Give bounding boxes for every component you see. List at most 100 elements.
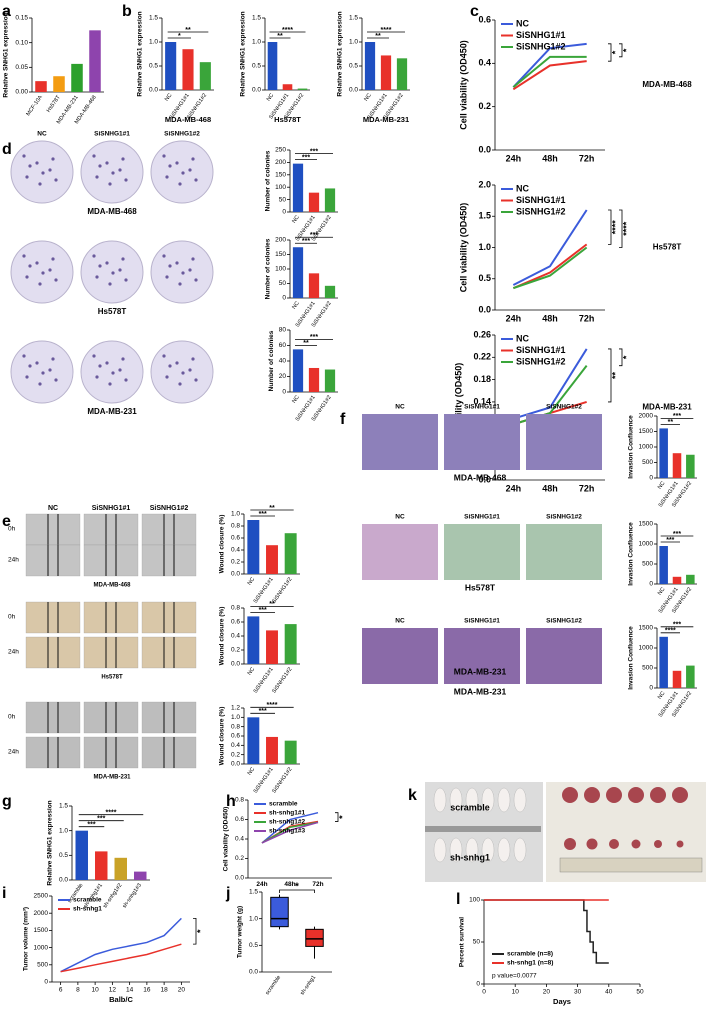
bar (89, 30, 101, 92)
x-tick-label: 48h (542, 153, 558, 163)
colony-dot (181, 171, 185, 175)
time-label: 24h (8, 649, 19, 656)
legend-label: SiSNHG1#1 (516, 195, 566, 205)
y-tick-label: 150 (275, 251, 286, 258)
y-tick-label: 1500 (639, 521, 654, 528)
y-tick-label: 60 (279, 342, 287, 349)
invasion-image (362, 414, 438, 470)
x-tick-label: 48h (284, 881, 295, 888)
line-series (261, 811, 319, 844)
invasion-image (444, 628, 520, 684)
y-tick-label: 0.0 (349, 87, 358, 94)
tumor (672, 787, 688, 803)
sig-bracket (619, 348, 623, 367)
y-tick-label: 0 (649, 685, 653, 692)
row-label: MDA-MB-468 (454, 472, 507, 482)
bar (266, 736, 278, 764)
colony-dot (118, 268, 122, 272)
y-tick-label: 500 (642, 459, 653, 466)
y-tick-label: 0.15 (15, 15, 28, 22)
mouse (497, 837, 511, 863)
row-label: Hs578T (101, 675, 123, 681)
row-label: Hs578T (98, 307, 127, 316)
bar (324, 285, 336, 298)
bar (324, 188, 336, 212)
sig-label: *** (673, 622, 681, 629)
column-label: NC (48, 505, 58, 512)
colony-dot (51, 257, 55, 261)
sig-label: ** (185, 27, 191, 34)
sig-label: *** (87, 822, 95, 829)
x-tick-label: 50 (636, 989, 644, 996)
tumor (584, 787, 600, 803)
colony-dot (121, 357, 125, 361)
column-label: NC (395, 618, 405, 625)
y-tick-label: 0.6 (231, 535, 240, 542)
wound-image (141, 636, 197, 669)
colony-dot (48, 368, 52, 372)
colony-dot (175, 261, 179, 265)
bar (672, 670, 682, 688)
bar (53, 76, 65, 92)
time-label: 0h (8, 526, 16, 533)
panel-letter: b (122, 3, 132, 20)
sig-label: * (337, 815, 347, 819)
y-tick-label: 0.6 (231, 619, 240, 626)
tumor (631, 839, 641, 849)
colony-dot (194, 378, 198, 382)
colony-dot (95, 175, 99, 179)
x-tick-label: NC (247, 767, 256, 777)
wound-image (141, 736, 197, 769)
colony-dot (181, 271, 185, 275)
colony-dot (35, 361, 39, 365)
x-tick-label: NC (266, 93, 275, 103)
sig-bracket (608, 209, 612, 245)
panel-letter: c (470, 3, 479, 20)
y-axis-label: Wound closure (%) (218, 515, 225, 574)
box (270, 896, 289, 928)
mouse (449, 787, 463, 813)
row-label: MDA-MB-231 (93, 775, 131, 781)
sig-label: ** (610, 371, 620, 379)
colony-dot (162, 154, 166, 158)
y-tick-label: 0.0 (231, 761, 240, 768)
y-tick-label: 0.2 (231, 647, 240, 654)
colony-dot (41, 371, 45, 375)
x-tick-label: 48h (542, 483, 558, 493)
colony-dot (124, 278, 128, 282)
bar (308, 273, 320, 298)
bar (659, 428, 668, 478)
bar (659, 636, 668, 688)
bar (308, 367, 320, 392)
colony-dot (95, 275, 99, 279)
y-tick-label: 1.0 (249, 915, 258, 922)
y-tick-label: 0.4 (231, 742, 240, 749)
colony-dot (111, 171, 115, 175)
bar (247, 717, 260, 764)
panel-letter: a (2, 3, 11, 20)
colony-dot (105, 161, 109, 165)
x-tick-label: 30 (574, 989, 582, 996)
colony-dot (92, 254, 96, 258)
x-tick-label: NC (247, 577, 256, 587)
x-tick-label: sh-snhg1#2 (102, 883, 123, 910)
colony-dot (168, 264, 172, 268)
colony-dot (51, 157, 55, 161)
row-label: MDA-MB-468 (93, 583, 131, 589)
colony-dot (162, 254, 166, 258)
bar (686, 454, 695, 478)
line-series (513, 365, 588, 426)
colony-dot (25, 375, 29, 379)
colony-dot (118, 168, 122, 172)
sig-label: *** (302, 238, 310, 245)
colony-dot (28, 164, 32, 168)
y-tick-label: 0.8 (231, 723, 240, 730)
colony-dot (98, 364, 102, 368)
x-tick-label: scramble (265, 975, 283, 997)
y-tick-label: 0.4 (231, 547, 240, 554)
colony-dot (165, 275, 169, 279)
colony-dot (191, 157, 195, 161)
sig-label: * (295, 882, 299, 893)
colony-dot (54, 278, 58, 282)
